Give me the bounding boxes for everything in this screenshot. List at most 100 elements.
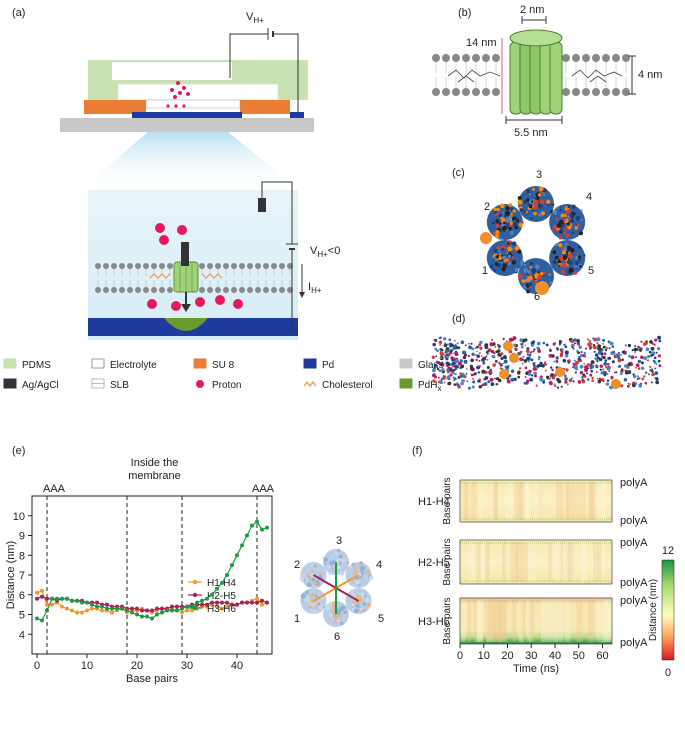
atom-dot — [528, 193, 531, 196]
region-label-line: membrane — [128, 470, 181, 482]
atom-dot — [507, 254, 512, 259]
data-point — [90, 606, 94, 611]
data-point — [165, 608, 169, 613]
data-point — [230, 563, 234, 568]
atom-dot — [432, 379, 436, 383]
atom-dot — [581, 378, 585, 382]
heatmap-texture — [555, 542, 561, 582]
heatmap-texture — [589, 482, 594, 520]
heatmap-texture — [490, 600, 499, 642]
atom-dot — [590, 360, 595, 364]
atom-dot — [362, 608, 367, 613]
atom-dot — [433, 363, 437, 368]
atom-dot — [508, 337, 513, 342]
atom-dot — [576, 338, 580, 343]
lipid-head — [492, 54, 500, 62]
atom-dot — [574, 264, 577, 268]
atom-dot — [533, 212, 537, 216]
atom-dot — [517, 196, 522, 201]
atom-dot — [517, 249, 522, 254]
lipid-head — [143, 287, 149, 293]
atom-dot — [579, 231, 583, 236]
inset-helix-label: 4 — [376, 559, 382, 571]
atom-dot — [314, 594, 318, 598]
atom-dot — [596, 337, 601, 342]
legend-label: Ag/AgCl — [22, 380, 59, 391]
lipid-head — [231, 287, 237, 293]
legend-label: Electrolyte — [110, 360, 157, 371]
heatmap-texture — [518, 482, 523, 520]
zoomed-cell: VH+<0 IH+ — [88, 181, 340, 340]
atom-dot — [467, 354, 471, 358]
atom-dot — [643, 375, 646, 378]
helix-label: 2 — [484, 201, 490, 213]
atom-dot — [602, 342, 604, 345]
data-point — [90, 602, 94, 607]
atom-dot — [655, 377, 659, 381]
atom-dot — [581, 376, 584, 379]
atom-dot — [523, 210, 527, 213]
atom-dot — [566, 360, 570, 363]
atom-dot — [595, 353, 599, 357]
atom-dot — [489, 368, 493, 372]
colorbar-label: Distance (nm) — [648, 579, 659, 641]
cholesterol-tails — [149, 272, 223, 280]
atom-dot — [535, 264, 540, 270]
atom-dot — [563, 214, 567, 218]
heatmap-row-label: H1-H4 — [418, 496, 450, 508]
heatmap-texture — [593, 542, 599, 582]
atom-dot — [548, 353, 553, 358]
atom-dot — [485, 355, 488, 358]
atom-dot — [454, 352, 459, 357]
legend: PDMS Electrolyte SU 8 Pd Glass Ag/AgCl SLB Prot… — [3, 358, 444, 393]
atom-dot — [654, 367, 657, 370]
lipid-head — [111, 263, 117, 269]
atom-dot — [583, 363, 585, 365]
atom-dot — [432, 368, 436, 373]
heatmap-texture — [522, 482, 529, 520]
atom-dot — [573, 338, 577, 342]
helix-label: 6 — [534, 291, 540, 303]
data-point — [250, 523, 254, 528]
heatmap-H1-H4 — [459, 479, 613, 523]
atom-dot — [523, 359, 528, 363]
inset-helix-label: 1 — [294, 613, 300, 625]
atom-dot — [514, 347, 517, 351]
atom-dot — [591, 376, 594, 380]
atom-dot — [441, 368, 445, 372]
legend-label-text: Proton — [212, 380, 241, 391]
atom-dot — [537, 271, 541, 274]
membrane-bilayer — [432, 54, 630, 96]
heatmap-texture — [591, 542, 599, 582]
data-point — [130, 606, 134, 611]
atom-dot — [456, 342, 459, 345]
atom-dot — [644, 381, 648, 385]
heatmap-texture — [588, 600, 595, 642]
polyA-bottom-label: polyA — [620, 515, 648, 527]
atom-dot — [574, 371, 578, 374]
dim-label-5-5nm: 5.5 nm — [514, 127, 548, 139]
lipid-head — [462, 54, 470, 62]
colorbar-min-label: 0 — [665, 667, 671, 679]
lipid-head — [111, 287, 117, 293]
atom-dot — [582, 373, 586, 377]
atom-dot — [627, 362, 632, 367]
atom-dot — [517, 375, 521, 379]
atom-dot — [447, 362, 451, 367]
atom-dot — [530, 358, 534, 362]
atom-dot — [579, 209, 583, 213]
atom-dot — [310, 573, 315, 578]
atom-dot — [573, 359, 576, 362]
polyA-top-label: polyA — [620, 477, 648, 489]
atom-dot — [526, 353, 530, 356]
atom-dot — [570, 218, 575, 224]
atom-dot — [647, 355, 651, 359]
atom-dot — [523, 263, 527, 267]
atom-dot — [327, 565, 331, 569]
data-point — [80, 610, 84, 615]
lipid-head — [562, 88, 570, 96]
data-point — [135, 612, 139, 617]
lipid-head — [612, 88, 620, 96]
atom-dot — [516, 219, 520, 223]
atom-dot — [517, 199, 523, 205]
